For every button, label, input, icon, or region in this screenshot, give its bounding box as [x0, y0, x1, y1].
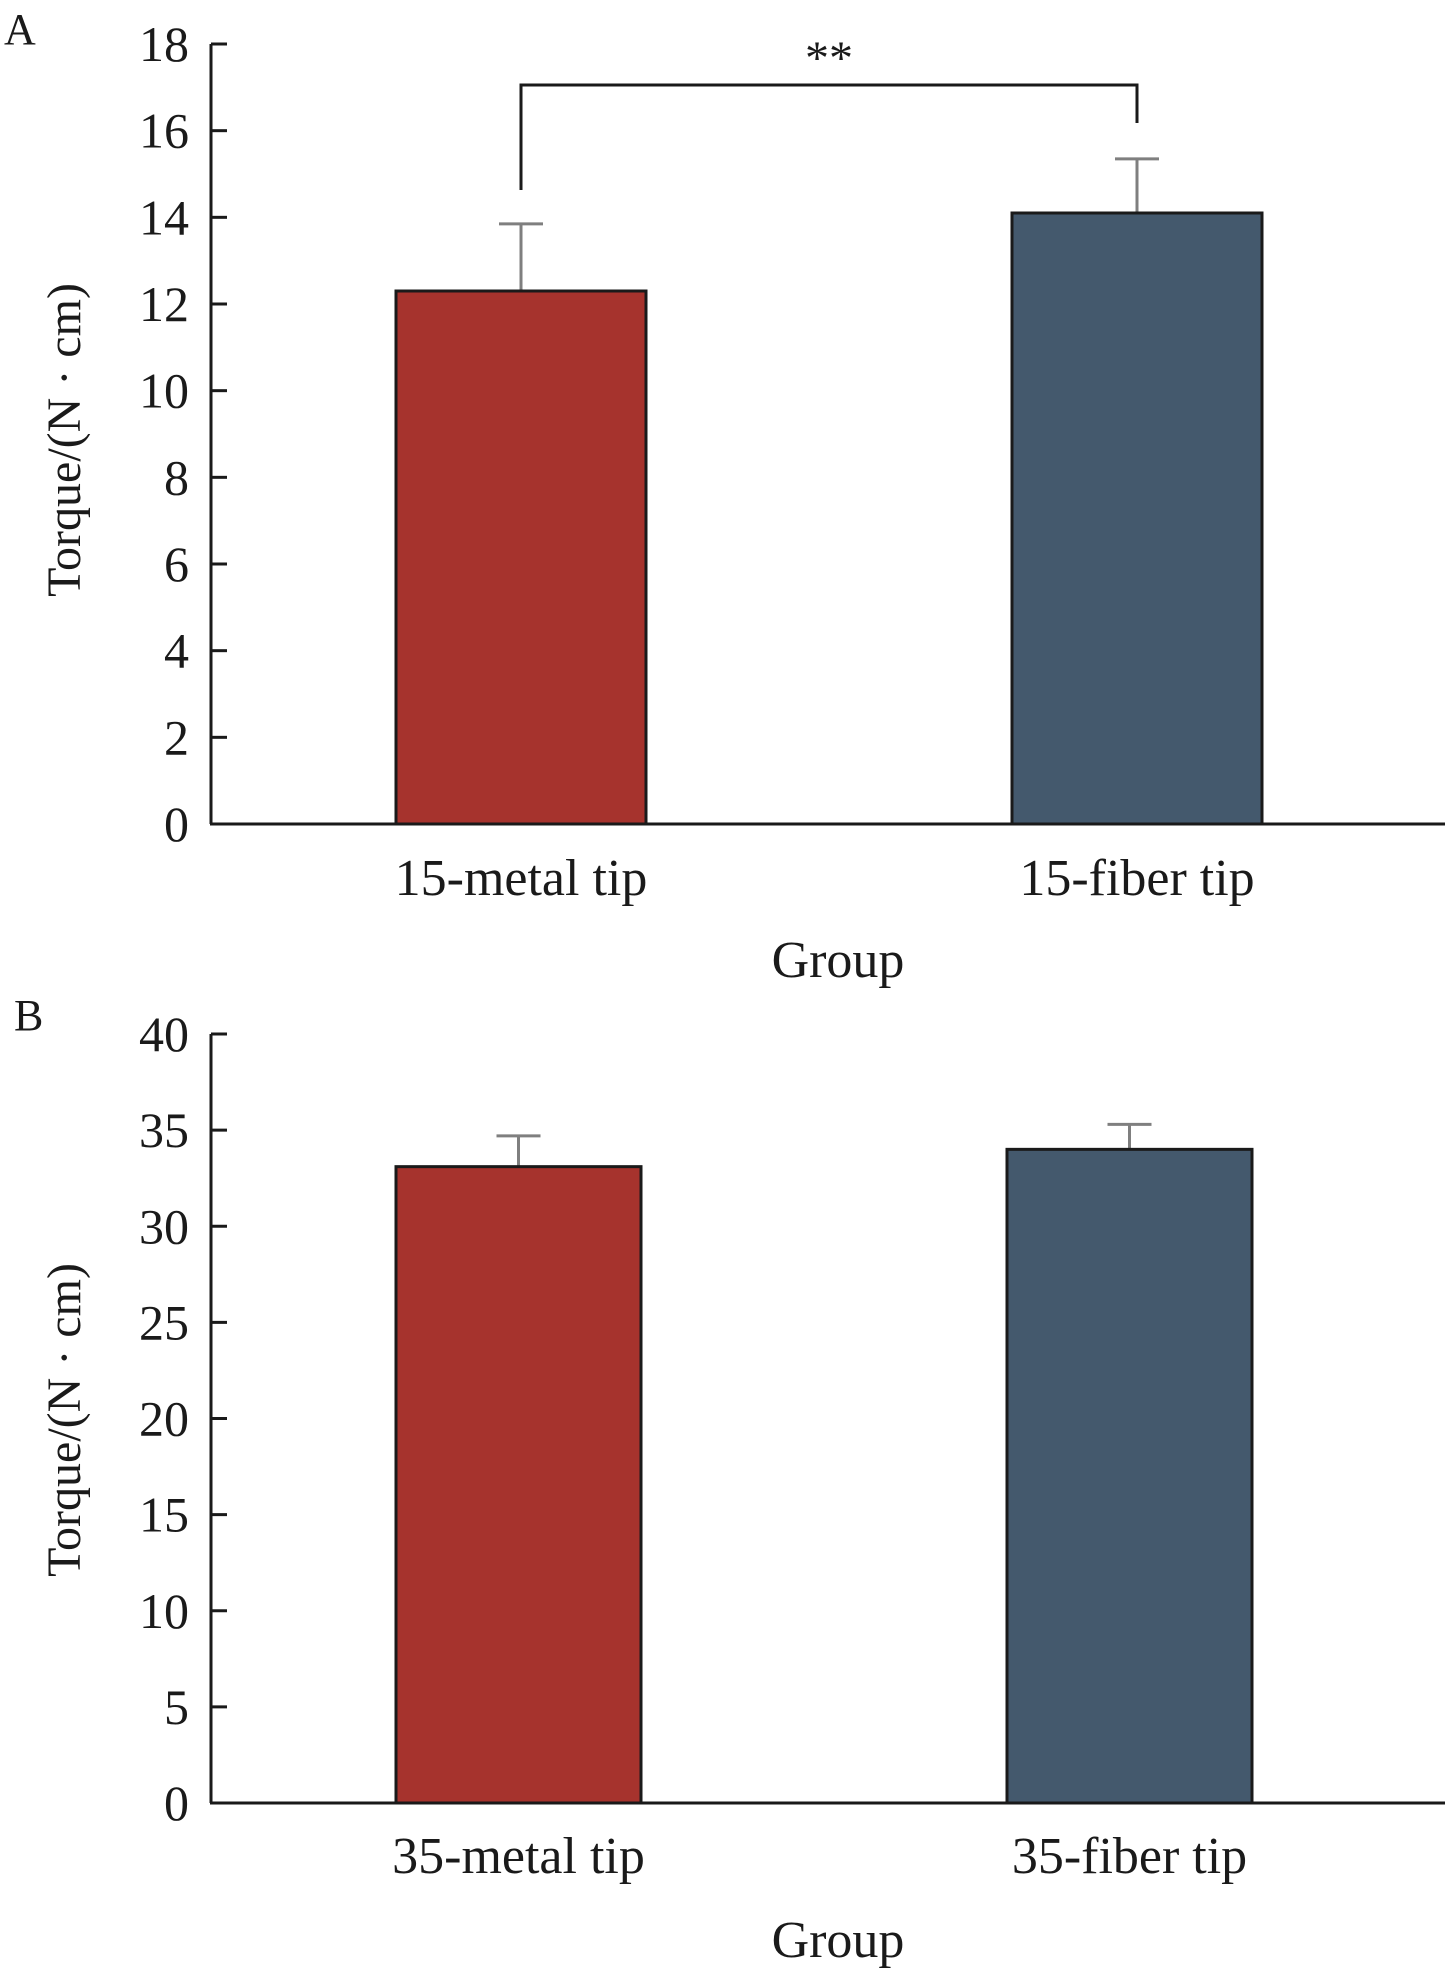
chart-panel-b: B Torque/(N · cm) Group 0 5 10 15 20 25 30 35 40…: [14, 991, 1445, 1969]
y-ticks-b: 0 5 10 15 20 25 30 35 40: [139, 1006, 227, 1831]
y-tick-label-b: 40: [139, 1006, 189, 1062]
x-tick-label-b: 35-fiber tip: [1012, 1828, 1247, 1885]
y-axis-title-b: Torque/(N · cm): [38, 1263, 91, 1577]
y-tick-label-b: 30: [139, 1198, 189, 1254]
y-ticks-a: 0 2 4 6 8 10 12 14 16 18: [139, 16, 227, 852]
y-tick-label-b: 20: [139, 1391, 189, 1447]
y-tick-label-b: 25: [139, 1294, 189, 1350]
bar-a-1: [394, 289, 648, 826]
x-tick-label-a: 15-fiber tip: [1019, 850, 1254, 907]
y-tick-label-a: 16: [139, 103, 189, 159]
y-tick-label-a: 6: [164, 536, 189, 592]
significance-bracket-a: **: [519, 32, 1139, 190]
x-tick-labels-a: 15-metal tip 15-fiber tip: [395, 850, 1255, 907]
y-tick-label-a: 10: [139, 363, 189, 419]
y-tick-label-b: 35: [139, 1102, 189, 1158]
x-tick-label-a: 15-metal tip: [395, 850, 648, 907]
bar-a-2: [1010, 211, 1264, 826]
y-tick-label-a: 0: [164, 796, 189, 852]
bars-b: [394, 1122, 1254, 1805]
bar-b-1: [394, 1165, 643, 1805]
y-tick-label-b: 5: [164, 1679, 189, 1735]
bar-b-2: [1005, 1147, 1254, 1805]
y-tick-label-a: 8: [164, 449, 189, 505]
y-tick-label-a: 12: [139, 276, 189, 332]
y-tick-label-a: 4: [164, 623, 189, 679]
bars-a: [394, 157, 1264, 826]
significance-label: **: [805, 32, 853, 85]
significance-bracket-line: [519, 83, 1139, 190]
y-tick-label-a: 2: [164, 709, 189, 765]
panel-label-a: A: [4, 5, 36, 54]
y-tick-label-b: 0: [164, 1775, 189, 1831]
x-axis-title-a: Group: [772, 932, 905, 989]
y-tick-label-a: 14: [139, 189, 189, 245]
panel-label-b: B: [14, 991, 43, 1040]
y-tick-label-b: 15: [139, 1487, 189, 1543]
chart-panel-a: A Torque/(N · cm) Group 024681012141618 …: [4, 5, 1445, 989]
y-tick-label-b: 10: [139, 1583, 189, 1639]
y-axis-title-a: Torque/(N · cm): [38, 283, 91, 597]
x-tick-label-b: 35-metal tip: [392, 1828, 645, 1885]
y-tick-label-a: 18: [139, 16, 189, 72]
x-axis-title-b: Group: [772, 1912, 905, 1969]
x-tick-labels-b: 35-metal tip 35-fiber tip: [392, 1828, 1247, 1885]
